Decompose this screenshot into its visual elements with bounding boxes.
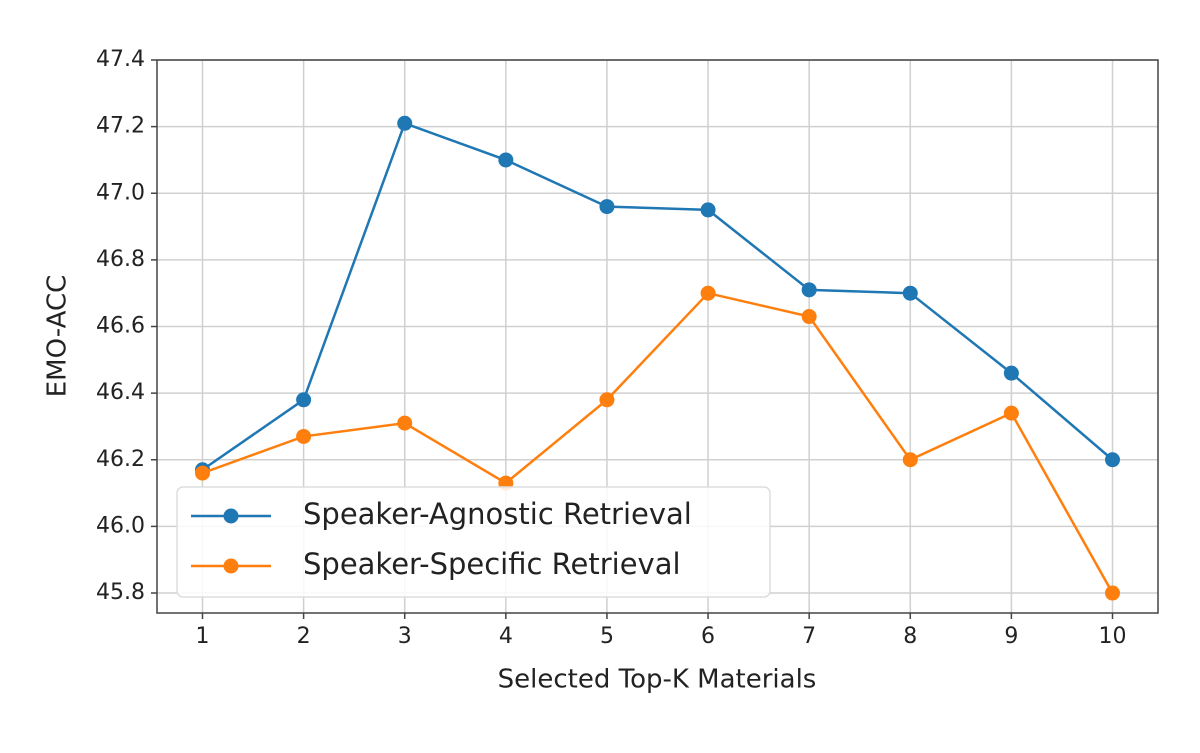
legend-marker — [223, 558, 239, 574]
data-point — [195, 465, 210, 481]
y-axis-label: EMO-ACC — [43, 275, 73, 398]
x-tick-label: 7 — [802, 624, 816, 649]
x-tick-label: 3 — [398, 624, 412, 649]
x-tick-label: 1 — [196, 624, 210, 649]
data-point — [902, 452, 918, 468]
data-point — [801, 282, 817, 298]
y-tick-label: 46.4 — [96, 380, 145, 405]
data-point — [296, 392, 312, 408]
plot-frame — [156, 59, 1159, 614]
y-tick-label: 47.2 — [96, 114, 145, 139]
data-point — [1003, 405, 1019, 421]
y-tick-label: 45.8 — [96, 580, 145, 605]
data-point — [801, 309, 817, 325]
data-point — [700, 202, 716, 218]
data-point — [1003, 365, 1019, 381]
x-tick-label: 5 — [600, 624, 614, 649]
data-point — [397, 115, 413, 131]
series-line — [201, 121, 1114, 471]
data-point — [498, 152, 514, 168]
legend-box — [176, 486, 771, 598]
data-point — [1105, 452, 1120, 468]
data-point — [700, 285, 716, 301]
y-tick-label: 46.0 — [96, 513, 145, 538]
x-tick-label: 10 — [1099, 624, 1127, 649]
legend-text: Speaker-Agnostic Retrieval — [303, 497, 692, 531]
data-point — [599, 392, 615, 408]
legend-text: Speaker-Specific Retrieval — [303, 547, 681, 581]
x-tick-label: 4 — [499, 624, 513, 649]
data-point — [599, 199, 615, 215]
data-point — [397, 415, 413, 431]
series-line — [202, 291, 1114, 594]
x-tick-label: 2 — [297, 624, 311, 649]
x-axis-label: Selected Top-K Materials — [498, 665, 817, 695]
y-tick-label: 47.0 — [96, 180, 145, 205]
data-point — [1105, 585, 1120, 601]
y-tick-label: 46.8 — [96, 247, 145, 272]
x-tick-label: 6 — [701, 624, 715, 649]
x-tick-label: 8 — [903, 624, 917, 649]
y-tick-label: 46.6 — [96, 314, 145, 339]
data-point — [296, 428, 312, 444]
legend-marker — [223, 508, 239, 524]
y-tick-label: 47.4 — [96, 47, 145, 72]
x-tick-label: 9 — [1004, 624, 1018, 649]
data-point — [902, 285, 918, 301]
y-tick-label: 46.2 — [96, 447, 145, 472]
